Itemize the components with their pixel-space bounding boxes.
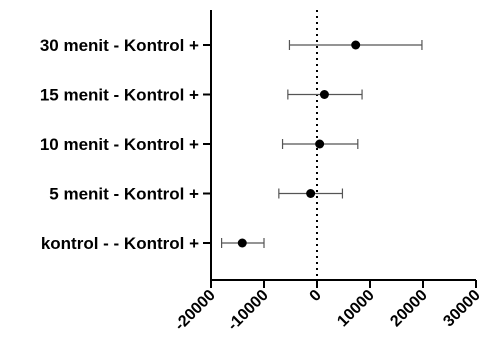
x-tick-label: 30000 bbox=[440, 287, 482, 331]
axes bbox=[203, 10, 476, 281]
error-bars bbox=[221, 40, 423, 248]
x-tick-label: 20000 bbox=[387, 287, 431, 331]
x-tick-label: 10000 bbox=[334, 287, 378, 331]
category-label: 10 menit - Kontrol + bbox=[40, 135, 199, 154]
category-label: 30 menit - Kontrol + bbox=[40, 36, 199, 55]
category-label: 5 menit - Kontrol + bbox=[49, 185, 199, 204]
x-ticks: -20000 -10000 0 10000 20000 30000 bbox=[172, 280, 482, 334]
x-tick-label: 0 bbox=[307, 287, 325, 305]
category-labels: 30 menit - Kontrol + 15 menit - Kontrol +… bbox=[40, 36, 199, 253]
category-label: 15 menit - Kontrol + bbox=[40, 86, 199, 105]
category-label: kontrol - - Kontrol + bbox=[41, 234, 199, 253]
x-tick-label: -10000 bbox=[225, 287, 272, 334]
estimate-point bbox=[319, 90, 329, 99]
estimate-point bbox=[237, 238, 247, 248]
estimate-point bbox=[306, 189, 316, 198]
estimate-point bbox=[351, 40, 361, 50]
x-tick-label: -20000 bbox=[172, 287, 219, 334]
estimate-point bbox=[315, 139, 325, 149]
